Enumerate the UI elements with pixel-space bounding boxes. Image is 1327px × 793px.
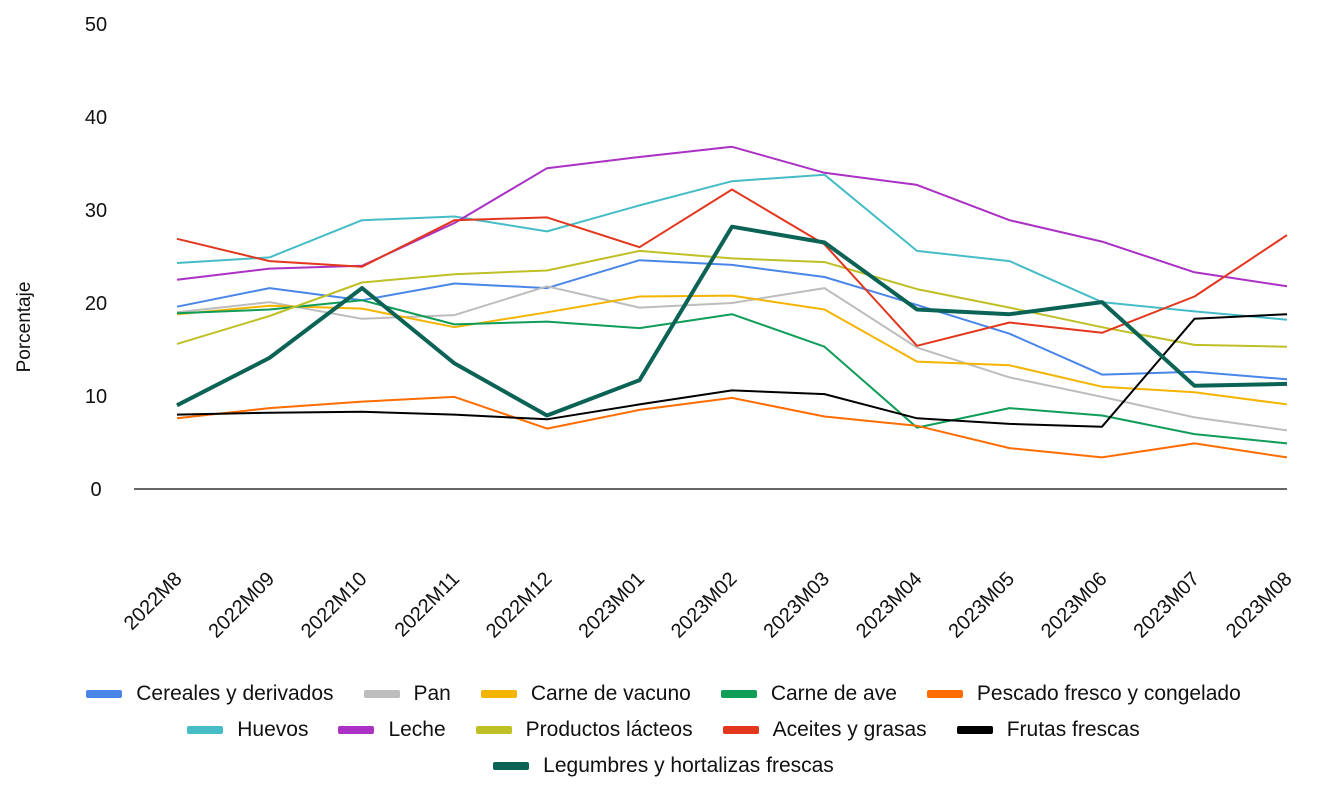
legend-swatch <box>926 690 963 698</box>
x-axis-ticks: 2022M8 2022M09 2022M10 2022M11 2022M12 2023M0… <box>120 568 1297 643</box>
legend-item: Carne de vacuno <box>480 682 691 706</box>
legend-item: Leche <box>338 718 446 742</box>
legend-label: Frutas frescas <box>1006 718 1140 741</box>
legend-item: Aceites y grasas <box>722 718 927 742</box>
y-tick-label: 40 <box>85 107 107 129</box>
x-tick-label: 2023M03 <box>760 568 835 643</box>
legend: Cereales y derivados Pan Carne de vacuno Ca… <box>0 676 1327 784</box>
legend-label: Leche <box>388 718 446 741</box>
x-tick-label: 2022M11 <box>391 568 464 641</box>
legend-swatch <box>956 726 993 734</box>
series-lines <box>176 145 1288 459</box>
legend-item: Pescado fresco y congelado <box>926 682 1241 706</box>
y-axis-ticks: 0 10 20 30 40 50 <box>85 14 107 501</box>
legend-label: Carne de vacuno <box>530 682 691 705</box>
legend-label: Carne de ave <box>770 682 897 705</box>
legend-row: Huevos Leche Productos lácteos Aceites y gr… <box>0 712 1327 748</box>
series-line <box>176 313 1288 428</box>
legend-row: Cereales y derivados Pan Carne de vacuno Ca… <box>0 676 1327 712</box>
y-axis-label: Porcentaje <box>14 282 35 373</box>
legend-label: Huevos <box>237 718 309 741</box>
legend-item: Legumbres y hortalizas frescas <box>493 754 834 778</box>
y-tick-label: 30 <box>85 200 107 222</box>
series-line <box>176 188 1288 347</box>
x-tick-label: 2023M06 <box>1037 568 1112 643</box>
series-line <box>176 299 1288 445</box>
legend-label: Cereales y derivados <box>136 682 334 705</box>
legend-swatch <box>480 690 517 698</box>
legend-label: Pescado fresco y congelado <box>976 682 1241 705</box>
legend-item: Frutas frescas <box>956 718 1140 742</box>
series-line <box>176 395 1288 459</box>
legend-row: Legumbres y hortalizas frescas <box>0 748 1327 784</box>
x-tick-label: 2023M07 <box>1130 568 1205 643</box>
legend-swatch <box>720 690 757 698</box>
x-tick-label: 2022M8 <box>120 568 187 635</box>
x-tick-label: 2023M02 <box>667 568 742 643</box>
y-tick-label: 50 <box>85 14 107 36</box>
legend-swatch <box>187 726 224 734</box>
legend-item: Cereales y derivados <box>86 682 334 706</box>
x-tick-label: 2023M01 <box>575 568 650 643</box>
series-line <box>176 224 1288 418</box>
legend-label: Productos lácteos <box>525 718 693 741</box>
x-tick-label: 2023M04 <box>852 568 927 643</box>
legend-swatch <box>475 726 512 734</box>
y-tick-label: 20 <box>85 293 107 315</box>
series-line <box>176 249 1288 348</box>
y-tick-label: 10 <box>85 386 107 408</box>
y-tick-label: 0 <box>90 479 101 501</box>
legend-swatch <box>338 726 375 734</box>
x-tick-label: 2022M09 <box>205 568 280 643</box>
x-tick-label: 2023M05 <box>945 568 1020 643</box>
legend-label: Pan <box>413 682 451 705</box>
x-tick-label: 2022M10 <box>297 568 372 643</box>
legend-label: Aceites y grasas <box>772 718 927 741</box>
legend-item: Pan <box>363 682 451 706</box>
series-line <box>176 285 1288 432</box>
legend-swatch <box>493 762 530 770</box>
legend-item: Productos lácteos <box>475 718 693 742</box>
series-line <box>176 294 1288 406</box>
x-tick-label: 2022M12 <box>482 568 557 643</box>
legend-label: Legumbres y hortalizas frescas <box>543 754 834 777</box>
legend-swatch <box>86 690 123 698</box>
legend-item: Huevos <box>187 718 308 742</box>
legend-swatch <box>363 690 400 698</box>
legend-item: Carne de ave <box>720 682 897 706</box>
x-tick-label: 2023M08 <box>1222 568 1297 643</box>
legend-swatch <box>722 726 759 734</box>
